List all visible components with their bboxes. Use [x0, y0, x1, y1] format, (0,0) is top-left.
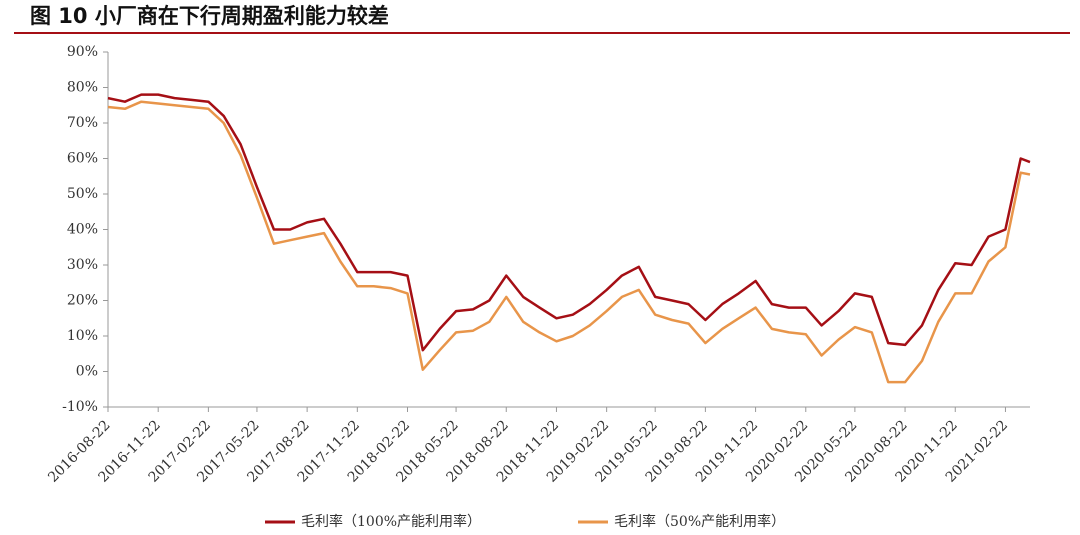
y-tick-label: 10%	[67, 328, 98, 344]
y-tick-label: 70%	[67, 115, 98, 131]
y-tick-label: 20%	[67, 293, 98, 309]
y-tick-label: 30%	[67, 257, 98, 273]
y-tick-label: 90%	[67, 44, 98, 60]
chart-title: 图 10 小厂商在下行周期盈利能力较差	[30, 4, 389, 28]
series-line	[107, 93, 1031, 352]
y-tick-label: 60%	[67, 151, 98, 167]
series-line	[107, 100, 1031, 384]
legend-label: 毛利率（50%产能利用率）	[614, 513, 785, 530]
y-tick-label: 40%	[67, 222, 98, 238]
y-tick-label: 50%	[67, 186, 98, 202]
y-tick-label: 80%	[67, 80, 98, 96]
y-tick-label: 0%	[76, 364, 98, 380]
y-tick-label: -10%	[62, 399, 98, 415]
legend-label: 毛利率（100%产能利用率）	[301, 513, 481, 530]
